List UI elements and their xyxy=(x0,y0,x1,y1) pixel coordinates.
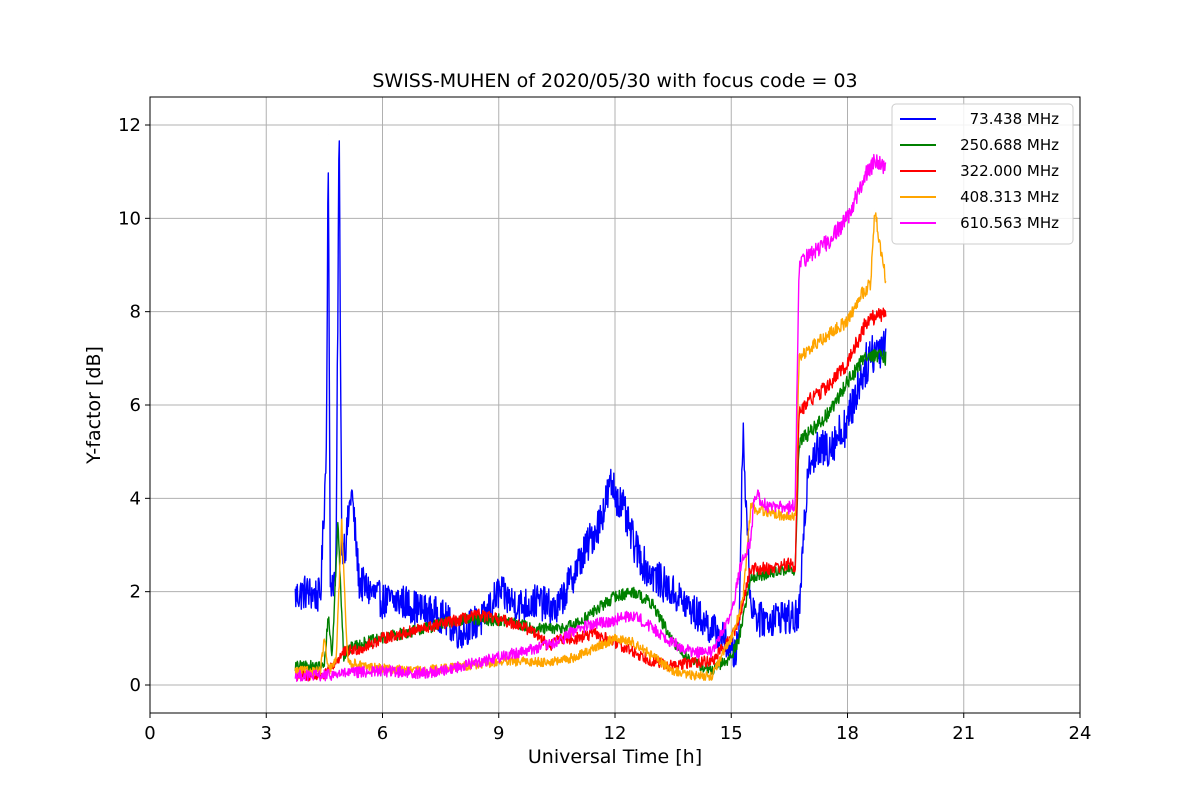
legend-label: 73.438 MHz xyxy=(970,110,1059,128)
x-tick-label: 9 xyxy=(493,723,504,744)
x-tick-label: 3 xyxy=(261,723,272,744)
x-axis-label: Universal Time [h] xyxy=(528,746,702,768)
legend-label: 322.000 MHz xyxy=(960,162,1059,180)
series-group xyxy=(294,124,887,682)
x-tick-label: 18 xyxy=(836,723,859,744)
x-tick-label: 21 xyxy=(952,723,975,744)
x-tick-label: 12 xyxy=(604,723,627,744)
series-line-1 xyxy=(294,124,887,668)
legend-label: 610.563 MHz xyxy=(960,214,1059,232)
legend-label: 250.688 MHz xyxy=(960,136,1059,154)
legend: 73.438 MHz 250.688 MHz 322.000 MHz 408.313 … xyxy=(891,103,1074,245)
y-axis-label: Y-factor [dB] xyxy=(83,346,105,465)
legend-label: 408.313 MHz xyxy=(960,188,1059,206)
x-tick-label: 0 xyxy=(144,723,155,744)
y-tick-label: 2 xyxy=(130,582,141,603)
x-tick-label: 24 xyxy=(1069,723,1092,744)
x-tick-label: 15 xyxy=(720,723,743,744)
y-tick-label: 8 xyxy=(130,302,141,323)
y-tick-label: 10 xyxy=(118,208,141,229)
chart-title: SWISS-MUHEN of 2020/05/30 with focus cod… xyxy=(372,70,857,92)
y-tick-label: 12 xyxy=(118,115,141,136)
x-tick-label: 6 xyxy=(377,723,388,744)
y-tick-label: 0 xyxy=(130,675,141,696)
y-tick-label: 6 xyxy=(130,395,141,416)
legend-box xyxy=(891,103,1074,245)
series-line-5 xyxy=(294,153,887,682)
y-tick-label: 4 xyxy=(130,488,141,509)
